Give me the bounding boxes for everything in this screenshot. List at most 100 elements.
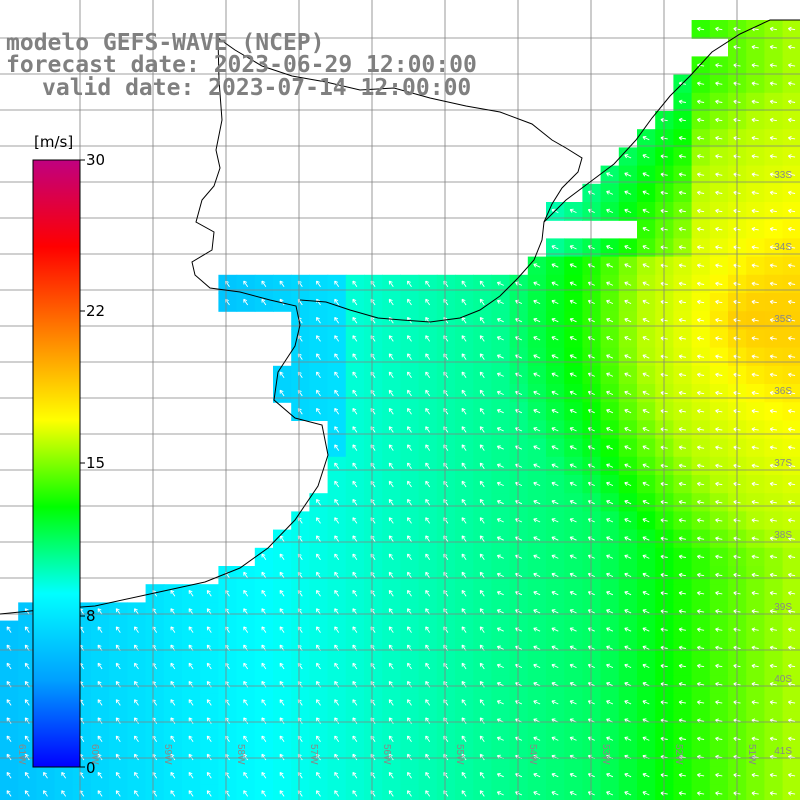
wind-arrow [388,790,394,797]
wind-arrow [624,208,632,214]
wind-arrow [425,753,431,761]
wind-arrow [316,335,321,342]
wind-arrow [388,735,394,743]
wind-arrow [479,280,485,288]
wind-arrow [388,371,394,379]
wind-arrow [569,645,577,650]
wind-arrow [751,154,759,159]
wind-speed-cell [273,784,292,800]
wind-arrow [606,463,614,468]
wind-arrow [425,371,431,379]
wind-arrow [334,771,340,779]
wind-arrow [6,790,12,797]
wind-arrow [496,736,504,741]
wind-arrow [461,426,467,433]
wind-arrow [551,645,559,650]
wind-arrow [261,735,267,743]
wind-arrow [606,609,614,614]
wind-arrow [496,372,504,377]
wind-arrow [279,790,285,797]
wind-arrow [751,700,759,705]
wind-arrow [334,535,340,542]
wind-arrow [551,572,559,578]
wind-arrow [696,299,705,305]
wind-arrow [533,281,541,286]
wind-arrow [6,735,12,743]
wind-arrow [515,791,523,796]
colorbar [32,159,81,768]
wind-arrow [479,480,485,488]
wind-arrow [461,371,467,379]
wind-arrow [443,517,449,524]
wind-arrow [751,245,759,250]
wind-arrow [642,791,650,796]
wind-arrow [479,426,485,433]
coastline-east [543,19,800,223]
wind-arrow [170,589,176,597]
wind-arrow [787,663,796,669]
colorbar-tick-label: 0 [86,759,96,777]
wind-arrow [515,518,523,523]
wind-arrow [134,699,139,706]
valid-date: valid date: 2023-07-14 12:00:00 [42,75,472,101]
wind-arrow [696,172,705,177]
wind-arrow [388,553,394,561]
wind-arrow [533,408,541,414]
wind-arrow [624,791,632,796]
wind-arrow [533,700,541,705]
wind-arrow [388,699,394,706]
wind-arrow [787,372,796,378]
wind-arrow [407,662,412,670]
wind-arrow [569,390,577,396]
wind-arrow [751,627,759,632]
wind-speed-cell [546,784,565,800]
wind-arrow [696,317,705,323]
wind-arrow [569,700,577,705]
wind-arrow [316,662,321,670]
wind-arrow [334,753,340,761]
wind-arrow [515,481,523,487]
wind-arrow [443,462,449,470]
wind-arrow [569,481,577,487]
wind-arrow [461,553,467,561]
wind-arrow [425,480,431,488]
wind-arrow [388,571,394,579]
wind-arrow [551,245,559,250]
wind-arrow [751,427,759,432]
wind-arrow [443,553,449,561]
longitude-label: 61W [16,744,27,765]
wind-arrow [134,790,139,797]
wind-arrow [533,263,541,268]
wind-arrow [443,426,449,433]
wind-arrow [334,426,340,433]
wind-arrow [334,498,340,506]
wind-arrow [134,771,139,779]
wind-arrow [715,63,723,68]
wind-arrow [696,481,705,487]
wind-arrow [388,589,394,597]
wind-arrow [769,518,777,523]
wind-arrow [443,298,449,306]
wind-arrow [407,626,412,633]
wind-arrow [461,316,467,324]
wind-arrow [551,390,559,396]
latitude-labels: 33S 34S 35S 36S 37S 38S 39S 40S 41S [774,170,792,757]
wind-arrow [678,281,686,287]
wind-arrow [751,263,759,268]
wind-arrow [316,608,321,615]
wind-arrow [715,772,723,778]
latitude-label: 34S [774,242,792,253]
wind-arrow [696,700,705,705]
wind-arrow [461,389,467,397]
wind-arrow [606,681,614,687]
wind-arrow [388,535,394,542]
longitude-label: 55W [454,744,465,765]
wind-arrow [787,791,796,796]
wind-arrow [642,518,650,523]
wind-arrow [461,662,467,670]
wind-arrow [751,44,759,50]
wind-arrow [425,535,431,542]
wind-arrow [624,190,632,195]
wind-arrow [515,354,523,359]
wind-arrow [515,536,523,541]
